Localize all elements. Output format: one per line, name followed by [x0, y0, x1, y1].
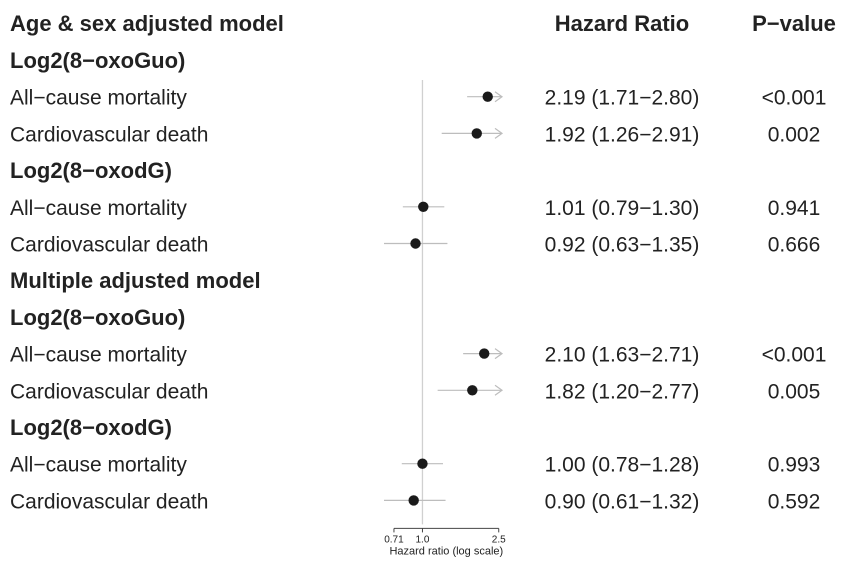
p-value: <0.001: [762, 87, 827, 110]
hazard-ratio-column-header: Hazard Ratio: [555, 11, 689, 36]
row-label: All−cause mortality: [10, 87, 187, 110]
section-heading: Log2(8−oxodG): [10, 158, 172, 183]
hazard-ratio-point: [479, 348, 490, 359]
hazard-ratio-point: [418, 201, 429, 212]
row-label: Cardiovascular death: [10, 380, 208, 403]
section-heading: Log2(8−oxodG): [10, 415, 172, 440]
hazard-ratio-value: 2.19 (1.71−2.80): [545, 87, 700, 110]
row-label: Cardiovascular death: [10, 234, 208, 257]
hazard-ratio-value: 2.10 (1.63−2.71): [545, 344, 700, 367]
p-value: 0.666: [768, 234, 821, 257]
ci-truncation-arrow: [494, 127, 504, 139]
ci-truncation-arrow: [494, 91, 504, 103]
row-label: Cardiovascular death: [10, 490, 208, 513]
section-heading: Multiple adjusted model: [10, 268, 261, 293]
hazard-ratio-point: [482, 91, 493, 102]
x-tick-label: 1.0: [416, 534, 430, 545]
hazard-ratio-point: [408, 495, 419, 506]
section-heading: Log2(8−oxoGuo): [10, 48, 185, 73]
hazard-ratio-value: 1.01 (0.79−1.30): [545, 197, 700, 220]
hazard-ratio-value: 1.92 (1.26−2.91): [545, 123, 700, 146]
p-value: 0.941: [768, 197, 821, 220]
x-axis-title: Hazard ratio (log scale): [389, 545, 503, 557]
model-title: Age & sex adjusted model: [10, 11, 284, 36]
hazard-ratio-point: [467, 385, 478, 396]
p-value-column-header: P−value: [752, 11, 836, 36]
x-tick-label: 2.5: [492, 534, 506, 545]
hazard-ratio-point: [410, 238, 421, 249]
hazard-ratio-point: [471, 128, 482, 139]
ci-truncation-arrow: [494, 348, 504, 360]
p-value: 0.993: [768, 454, 821, 477]
hazard-ratio-point: [417, 458, 428, 469]
row-label: All−cause mortality: [10, 344, 187, 367]
section-heading: Log2(8−oxoGuo): [10, 305, 185, 330]
p-value: <0.001: [762, 344, 827, 367]
hazard-ratio-value: 1.82 (1.20−2.77): [545, 380, 700, 403]
row-label: All−cause mortality: [10, 454, 187, 477]
row-label: All−cause mortality: [10, 197, 187, 220]
p-value: 0.592: [768, 490, 821, 513]
hazard-ratio-value: 1.00 (0.78−1.28): [545, 454, 700, 477]
x-tick-label: 0.71: [384, 534, 404, 545]
row-label: Cardiovascular death: [10, 123, 208, 146]
p-value: 0.005: [768, 380, 821, 403]
p-value: 0.002: [768, 123, 821, 146]
hazard-ratio-value: 0.92 (0.63−1.35): [545, 234, 700, 257]
hazard-ratio-value: 0.90 (0.61−1.32): [545, 490, 700, 513]
ci-truncation-arrow: [494, 384, 504, 396]
